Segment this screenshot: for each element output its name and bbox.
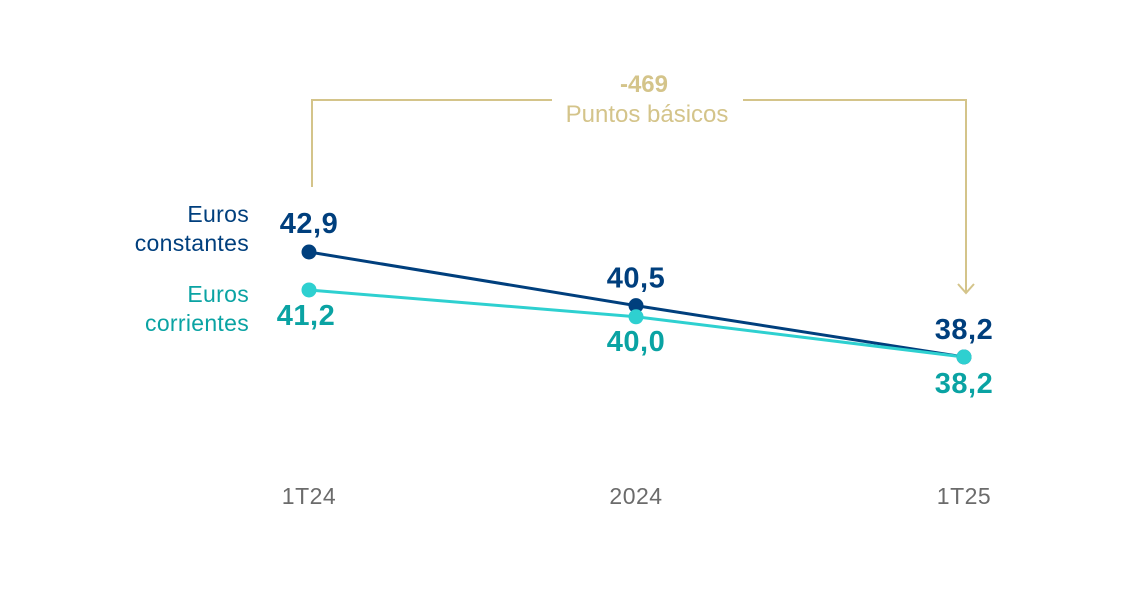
data-labels: 42,9 40,5 38,2 41,2 40,0 38,2 [277,208,993,400]
legend-entry-corrientes-line2: corrientes [145,310,249,336]
legend-entry-corrientes-line1: Euros [187,281,249,307]
point-corrientes-1T25 [956,349,972,365]
bracket-line [311,99,552,187]
point-constantes-2024 [628,298,644,314]
annotation-text: Puntos básicos [566,101,729,128]
x-tick-label-1T25: 1T25 [937,483,991,509]
data-label-corrientes-1T25: 38,2 [935,368,993,400]
point-corrientes-2024 [628,309,644,325]
data-label-corrientes-2024: 40,0 [607,326,665,358]
series-points [301,244,972,365]
x-tick-label-1T24: 1T24 [282,483,336,509]
legend-entry-constantes-line2: constantes [135,230,249,256]
legend-entry-constantes-line1: Euros [187,201,249,227]
change-annotation: -469 Puntos básicos [311,71,975,295]
bracket-arrow-icon [957,283,975,295]
annotation-value: -469 [620,71,668,98]
point-constantes-1T24 [301,244,317,260]
bracket-line-right [743,99,967,292]
data-label-corrientes-1T24: 41,2 [277,300,335,332]
data-label-constantes-2024: 40,5 [607,263,665,295]
data-label-constantes-1T24: 42,9 [280,208,338,240]
point-corrientes-1T24 [301,282,317,298]
x-tick-label-2024: 2024 [609,483,662,509]
legend: Euros constantes Euros corrientes [135,201,249,336]
x-axis-ticks: 1T24 2024 1T25 [282,483,991,509]
data-label-constantes-1T25: 38,2 [935,314,993,346]
